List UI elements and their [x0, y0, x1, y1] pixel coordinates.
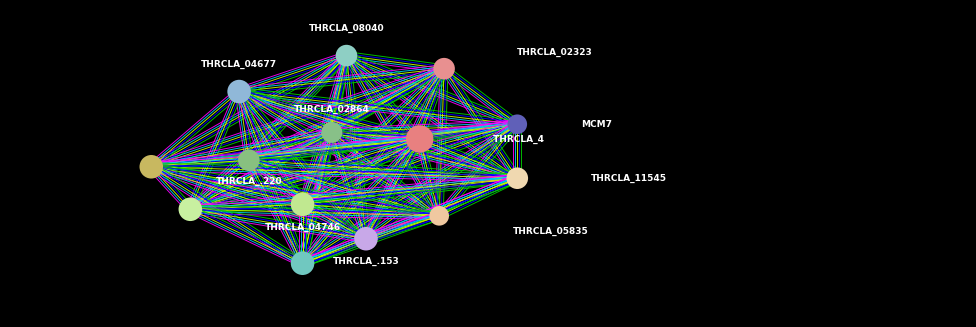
Circle shape: [238, 149, 260, 171]
Circle shape: [227, 80, 251, 103]
Circle shape: [291, 251, 314, 275]
Text: THRCLA_02864: THRCLA_02864: [294, 105, 370, 114]
Circle shape: [433, 58, 455, 79]
Circle shape: [507, 167, 528, 189]
Text: THRCLA_11545: THRCLA_11545: [590, 174, 667, 183]
Circle shape: [179, 198, 202, 221]
Text: THRCLA_02323: THRCLA_02323: [517, 48, 593, 57]
Circle shape: [354, 227, 378, 250]
Text: THRCLA_ 4: THRCLA_ 4: [493, 134, 544, 144]
Circle shape: [291, 193, 314, 216]
Text: MCM7: MCM7: [581, 120, 612, 129]
Circle shape: [508, 114, 527, 134]
Text: THRCLA_.220: THRCLA_.220: [216, 177, 282, 186]
Text: THRCLA_.153: THRCLA_.153: [333, 257, 399, 266]
Text: THRCLA_04677: THRCLA_04677: [201, 60, 277, 69]
Text: THRCLA_05835: THRCLA_05835: [512, 227, 589, 236]
Circle shape: [140, 155, 163, 179]
Circle shape: [406, 125, 433, 153]
Text: THRCLA_08040: THRCLA_08040: [308, 24, 385, 33]
Circle shape: [429, 206, 449, 226]
Circle shape: [321, 122, 343, 143]
Circle shape: [336, 45, 357, 66]
Text: THRCLA_04746: THRCLA_04746: [264, 222, 341, 232]
